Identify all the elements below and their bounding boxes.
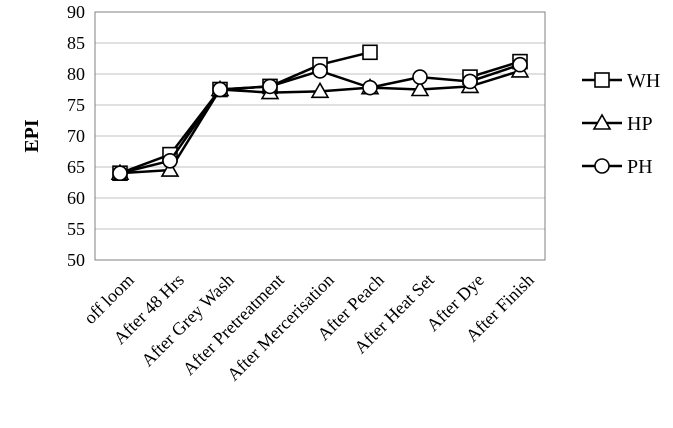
data-point-hp — [310, 81, 330, 99]
series-line-wh — [119, 51, 371, 175]
legend-label: PH — [627, 156, 653, 178]
data-point-ph — [262, 78, 278, 95]
legend-label: WH — [627, 70, 660, 92]
y-tick-label: 70 — [67, 126, 85, 146]
data-point-ph — [512, 56, 528, 73]
data-point-ph — [112, 165, 128, 181]
data-point-ph — [162, 153, 178, 169]
data-point-ph — [312, 63, 328, 79]
legend-marker — [594, 158, 610, 174]
data-point-ph — [462, 73, 478, 90]
y-tick-label: 65 — [67, 157, 85, 177]
series-layer — [110, 44, 530, 181]
y-tick-label: 90 — [67, 2, 85, 22]
data-point-ph — [362, 79, 378, 96]
y-tick-label: 50 — [67, 250, 85, 270]
legend-entry-hp: HP — [582, 113, 653, 135]
legend-label: HP — [627, 113, 653, 135]
data-point-ph — [412, 69, 428, 85]
data-point-hp — [160, 160, 180, 177]
y-tick-label: 85 — [67, 33, 85, 53]
y-tick-label: 60 — [67, 188, 85, 208]
y-axis-ticks: 50 55 60 65 70 75 80 85 90 — [67, 2, 85, 270]
legend-entry-ph: PH — [582, 156, 653, 178]
y-tick-label: 75 — [67, 95, 85, 115]
gridlines — [95, 11, 545, 261]
series-ph — [112, 56, 528, 181]
data-point-ph — [212, 81, 228, 98]
plot-area — [94, 11, 546, 261]
y-axis-title: EPI — [21, 119, 43, 153]
series-line-wh — [469, 60, 521, 79]
series-line-ph — [119, 63, 521, 175]
legend-entry-wh: WH — [582, 70, 660, 92]
data-point-hp — [410, 79, 430, 97]
legend: WH HP PH — [582, 70, 660, 178]
y-tick-label: 80 — [67, 64, 85, 84]
legend-marker — [592, 113, 612, 130]
legend-marker — [594, 72, 610, 88]
y-tick-label: 55 — [67, 219, 85, 239]
data-point-wh — [362, 44, 378, 61]
